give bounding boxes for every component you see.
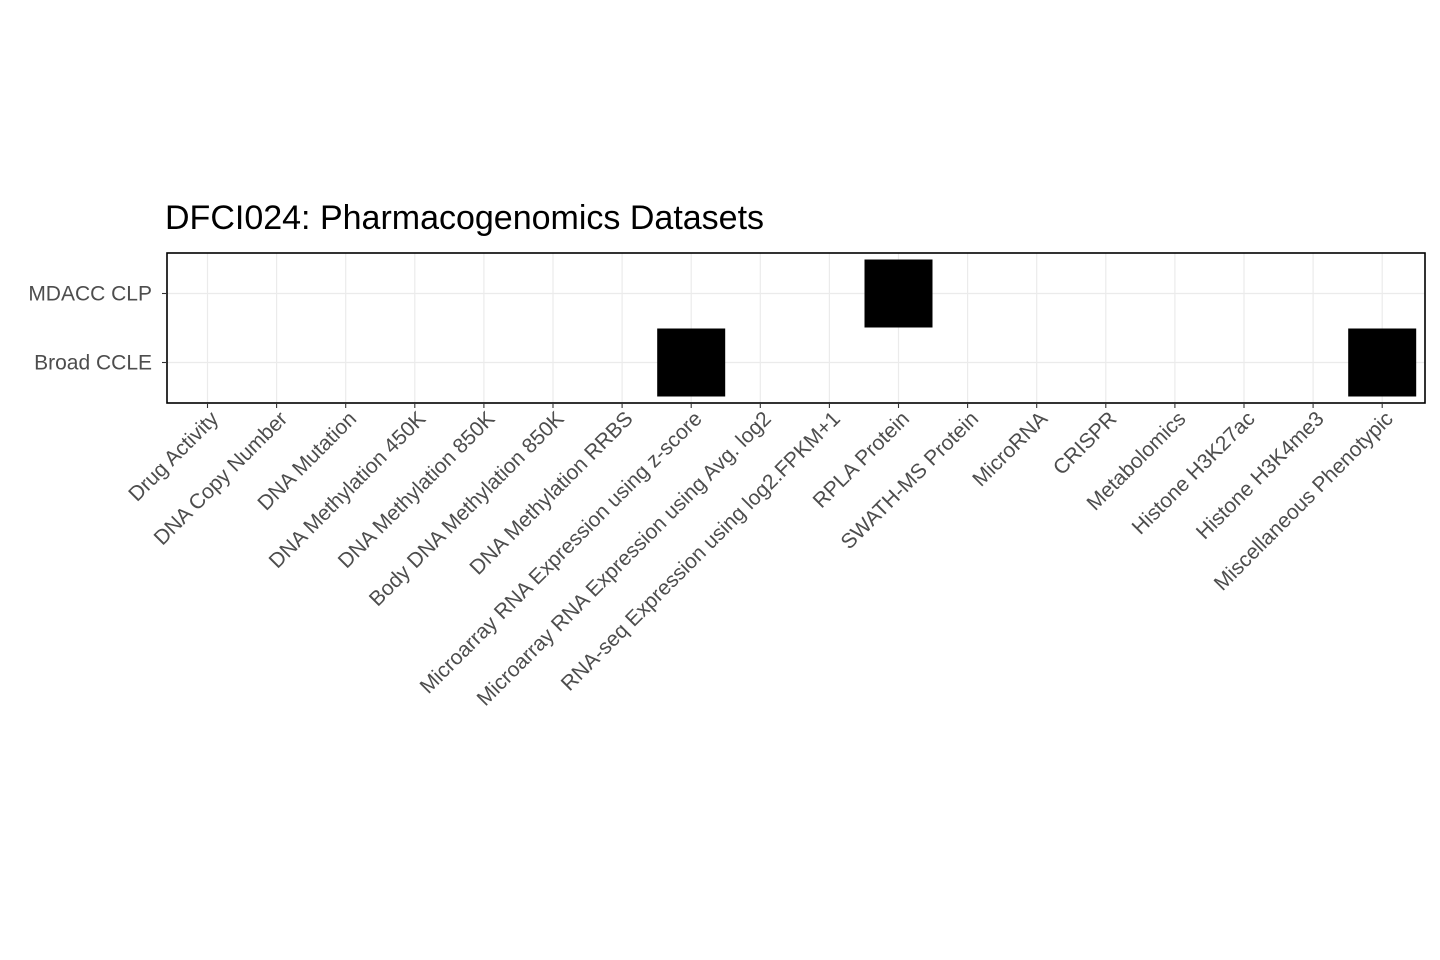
heatmap-cell — [657, 328, 726, 397]
y-tick-label: Broad CCLE — [34, 352, 152, 375]
panel-border — [166, 252, 1426, 404]
heatmap-cells — [657, 259, 1417, 397]
y-tick-label: MDACC CLP — [28, 283, 152, 306]
grid-lines — [167, 253, 1425, 403]
y-axis: MDACC CLP Broad CCLE — [28, 283, 167, 375]
heatmap-cell — [1348, 328, 1417, 397]
chart-title: DFCI024: Pharmacogenomics Datasets — [165, 199, 764, 237]
heatmap-cell — [864, 259, 933, 328]
